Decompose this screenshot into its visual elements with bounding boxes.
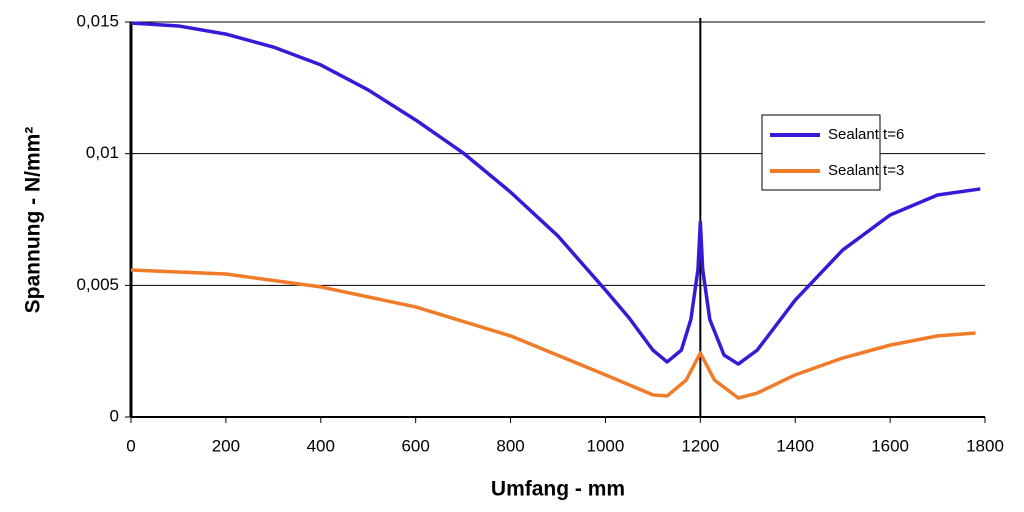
- y-tick-label: 0,01: [86, 143, 119, 162]
- x-tick-label: 1400: [776, 436, 814, 455]
- y-tick-label: 0,005: [76, 275, 119, 294]
- y-tick-label: 0,015: [76, 11, 119, 30]
- series-line: [130, 268, 976, 400]
- legend-label: Sealant t=6: [828, 126, 904, 143]
- x-tick-label: 1600: [871, 436, 909, 455]
- y-tick-label: 0: [110, 406, 119, 425]
- x-tick-label: 0: [126, 436, 135, 455]
- x-tick-label: 1800: [966, 436, 1004, 455]
- x-axis-title: Umfang - mm: [491, 478, 625, 501]
- x-tick-label: 200: [212, 436, 240, 455]
- x-tick-label: 1200: [681, 436, 719, 455]
- legend-box: [761, 114, 881, 191]
- x-tick-label: 1000: [587, 436, 625, 455]
- x-tick-label: 800: [496, 436, 524, 455]
- x-tick-label: 400: [307, 436, 335, 455]
- legend-label: Sealant t=3: [828, 162, 904, 179]
- x-tick-label: 600: [401, 436, 429, 455]
- series-line: [130, 21, 981, 366]
- y-axis-title: Spannung - N/mm²: [22, 127, 45, 314]
